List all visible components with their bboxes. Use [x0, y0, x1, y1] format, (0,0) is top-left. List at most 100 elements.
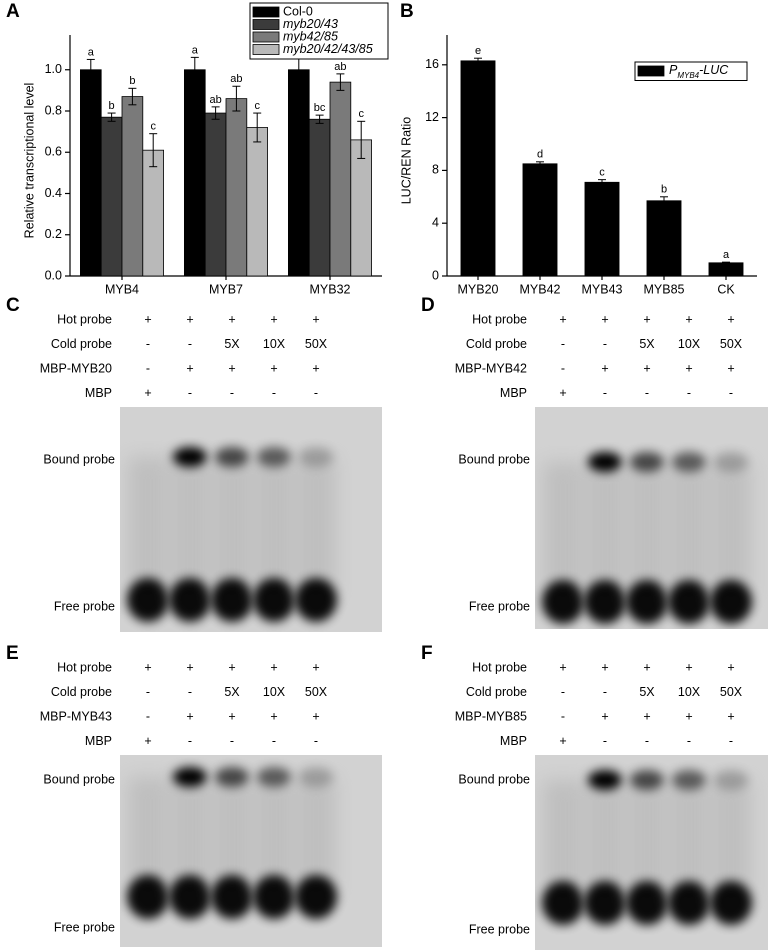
lane-cell: 50X [720, 337, 743, 351]
lane-cell: + [559, 734, 566, 748]
error-bar [357, 120, 366, 159]
y-tick-label: 16 [425, 57, 439, 71]
row-label: Cold probe [466, 337, 527, 351]
bound-probe-label: Bound probe [458, 452, 530, 466]
gel-image [120, 755, 382, 947]
y-tick-label: 0.2 [45, 227, 62, 241]
significance-letter: ab [334, 61, 346, 73]
error-bar [336, 73, 345, 91]
y-axis-label: Relative transcriptional level [22, 83, 36, 239]
error-bar [315, 114, 324, 124]
legend-swatch [252, 19, 280, 30]
free-probe-label: Free probe [469, 922, 530, 936]
significance-letter: a [723, 249, 730, 261]
significance-letter: bc [314, 102, 326, 114]
lane-cell: 5X [639, 685, 655, 699]
lane-cell: - [561, 685, 565, 699]
significance-letter: c [254, 100, 260, 112]
row-label: MBP-MYB43 [40, 709, 112, 723]
legend-label: myb42/85 [283, 29, 338, 43]
lane-cell: + [270, 660, 277, 674]
bound-band [215, 447, 249, 467]
lane-cell: 10X [263, 337, 286, 351]
row-label: Hot probe [57, 312, 112, 326]
error-bar [211, 106, 220, 120]
row-label: Hot probe [57, 660, 112, 674]
lane-cell: + [312, 361, 319, 375]
legend-swatch [252, 6, 280, 18]
significance-letter: ab [230, 73, 242, 85]
legend-swatch [637, 65, 665, 77]
lane-cell: - [146, 337, 150, 351]
lane-cell: - [687, 734, 691, 748]
lane-cell: + [727, 709, 734, 723]
lane-cell: + [685, 709, 692, 723]
legend-label: PMYB4-LUC [669, 63, 729, 79]
free-band [169, 875, 211, 919]
lane-cell: - [230, 386, 234, 400]
gel-smear [212, 457, 252, 600]
significance-letter: a [88, 46, 95, 58]
lane-cell: - [188, 337, 192, 351]
lane-cell: 10X [263, 685, 286, 699]
free-band [253, 578, 295, 622]
legend-swatch [252, 44, 280, 55]
row-label: MBP [85, 734, 112, 748]
lane-cell: + [559, 312, 566, 326]
significance-letter: b [661, 184, 667, 196]
lane-cell: - [603, 386, 607, 400]
significance-letter: c [150, 121, 156, 133]
gel-smear [669, 462, 709, 602]
legend-label: Col-0 [283, 4, 313, 18]
lane-cell: + [685, 361, 692, 375]
bar [584, 181, 620, 277]
lane-cell: - [314, 386, 318, 400]
lane-cell: + [186, 312, 193, 326]
bound-band [630, 770, 664, 790]
panel-label: F [421, 643, 433, 664]
bound-band [714, 452, 748, 472]
significance-letter: c [599, 167, 605, 179]
lane-cell: - [729, 386, 733, 400]
lane-cell: 5X [224, 685, 240, 699]
y-tick-label: 0.8 [45, 103, 62, 117]
error-bar [190, 56, 199, 83]
lane-cell: 50X [305, 337, 328, 351]
panel-label: D [421, 295, 435, 316]
bar [350, 139, 372, 277]
lane-cell: + [228, 709, 235, 723]
bound-band [173, 767, 207, 787]
bound-band [299, 767, 333, 787]
bar [460, 60, 496, 277]
significance-letter: b [129, 75, 135, 87]
y-tick-label: 8 [432, 163, 439, 177]
lane-cell: + [643, 312, 650, 326]
bar [204, 112, 227, 277]
bound-band [257, 447, 291, 467]
lane-cell: + [727, 312, 734, 326]
lane-cell: + [643, 709, 650, 723]
bar [225, 98, 248, 277]
panel-label: E [6, 643, 19, 664]
lane-cell: - [561, 337, 565, 351]
bound-band [588, 770, 622, 790]
gel-smear [543, 462, 583, 602]
lane-cell: 50X [720, 685, 743, 699]
bound-band [173, 447, 207, 467]
gel-lanes [542, 452, 752, 624]
lane-cell: - [188, 386, 192, 400]
gel-image [535, 407, 768, 629]
free-band [127, 875, 169, 919]
lane-cell: + [144, 386, 151, 400]
lane-cell: + [559, 660, 566, 674]
row-label: Hot probe [472, 312, 527, 326]
row-label: Cold probe [51, 685, 112, 699]
bar [100, 116, 123, 277]
bound-probe-label: Bound probe [43, 772, 115, 786]
bar [646, 200, 682, 277]
gel-smear [170, 457, 210, 600]
row-label: Cold probe [466, 685, 527, 699]
y-tick-label: 0.4 [45, 186, 62, 200]
gel-smear [296, 457, 336, 600]
bound-band [630, 452, 664, 472]
